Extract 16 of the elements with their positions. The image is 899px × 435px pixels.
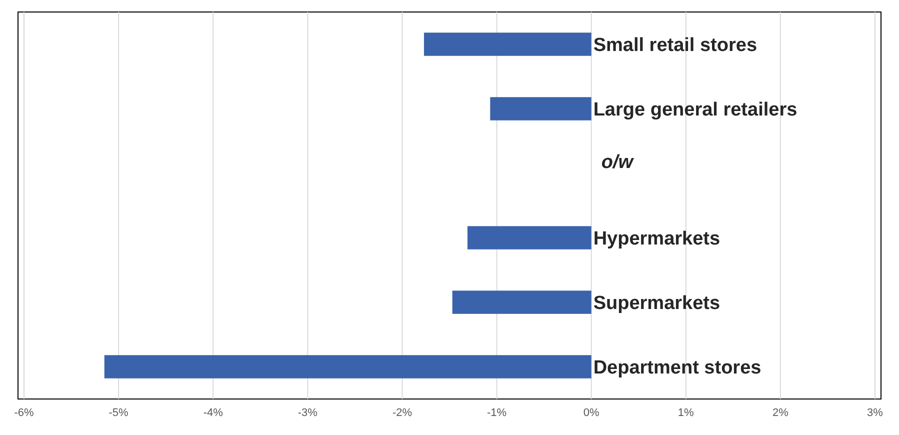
- x-tick-label: -3%: [298, 407, 318, 419]
- x-tick-label: -1%: [486, 407, 507, 419]
- x-tick-label: 1%: [678, 407, 694, 419]
- y-tick-label: Small retail stores: [593, 34, 758, 56]
- x-tick-label: 0%: [583, 407, 600, 419]
- y-tick-label: Supermarkets: [593, 292, 720, 314]
- y-tick-label: o/w: [601, 152, 634, 173]
- x-tick-label: -6%: [14, 407, 34, 419]
- x-tick-label: -4%: [203, 407, 224, 419]
- y-tick-label: Department stores: [593, 357, 762, 378]
- x-tick-label: -2%: [392, 407, 412, 419]
- y-tick-label: Hypermarkets: [593, 228, 720, 250]
- y-tick-label: Large general retailers: [593, 99, 798, 120]
- x-tick-label: 3%: [867, 407, 884, 419]
- x-tick-label: 2%: [772, 407, 789, 419]
- x-tick-label: -5%: [108, 407, 129, 419]
